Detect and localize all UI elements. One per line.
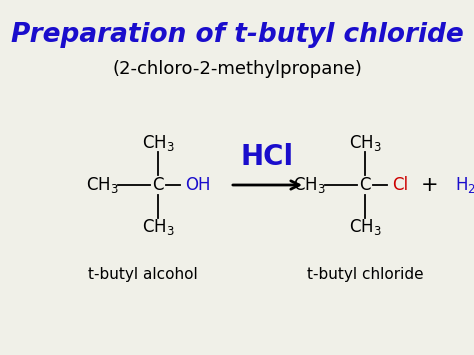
Text: Cl: Cl bbox=[392, 176, 408, 194]
Text: C: C bbox=[359, 176, 371, 194]
Text: Preparation of t-butyl chloride: Preparation of t-butyl chloride bbox=[10, 22, 464, 48]
Text: (2-chloro-2-methylpropane): (2-chloro-2-methylpropane) bbox=[112, 60, 362, 78]
Text: t-butyl chloride: t-butyl chloride bbox=[307, 268, 423, 283]
Text: CH$_3$: CH$_3$ bbox=[86, 175, 118, 195]
Text: CH$_3$: CH$_3$ bbox=[348, 217, 382, 237]
Text: CH$_3$: CH$_3$ bbox=[142, 217, 174, 237]
Text: CH$_3$: CH$_3$ bbox=[142, 133, 174, 153]
Text: t-butyl alcohol: t-butyl alcohol bbox=[88, 268, 198, 283]
Text: OH: OH bbox=[185, 176, 210, 194]
Text: C: C bbox=[152, 176, 164, 194]
Text: +: + bbox=[421, 175, 439, 195]
Text: CH$_3$: CH$_3$ bbox=[348, 133, 382, 153]
Text: H$_2$O: H$_2$O bbox=[455, 175, 474, 195]
Text: CH$_3$: CH$_3$ bbox=[292, 175, 325, 195]
Text: HCl: HCl bbox=[241, 143, 294, 171]
